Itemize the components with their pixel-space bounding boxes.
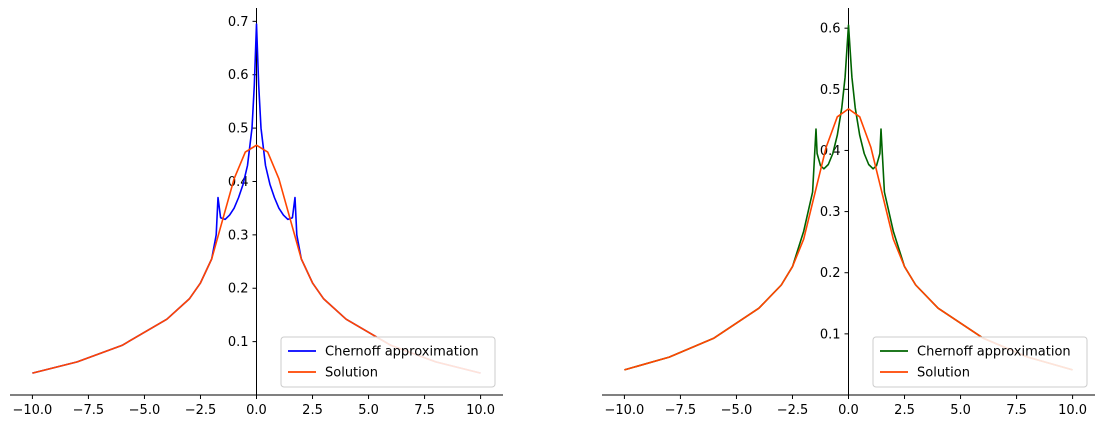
x-tick-label: 0.0: [246, 403, 267, 418]
x-tick-label: 5.0: [950, 403, 971, 418]
y-tick-label: 0.5: [820, 83, 841, 98]
x-tick-label: −5.0: [129, 403, 161, 418]
series-line-solution: [624, 108, 1073, 371]
series-line-solution: [32, 144, 481, 374]
legend: Chernoff approximation Solution: [872, 336, 1088, 388]
x-tick-label: −10.0: [604, 403, 644, 418]
x-tick-label: 7.5: [414, 403, 435, 418]
x-tick-label: −2.5: [185, 403, 217, 418]
left-subplot: −10.0 −7.5 −5.0 −2.5 0.0 2.5 5.0 7.5 10.0 0.1 0.2 0…: [10, 8, 503, 418]
y-tick-label: 0.6: [228, 68, 249, 83]
legend: Chernoff approximation Solution: [280, 336, 496, 388]
y-tick-label: 0.2: [228, 282, 249, 297]
legend-label: Chernoff approximation: [325, 345, 479, 360]
y-tick-label: 0.7: [228, 15, 249, 30]
legend-box: [280, 336, 496, 388]
x-tick-label: 7.5: [1006, 403, 1027, 418]
x-tick-label: 10.0: [1058, 403, 1087, 418]
y-tick-label: 0.1: [228, 335, 249, 350]
x-tick-label: 2.5: [894, 403, 915, 418]
series-line-chernoff: [624, 24, 1073, 371]
y-tick-label: 0.3: [820, 205, 841, 220]
legend-label: Chernoff approximation: [917, 345, 1071, 360]
x-tick-label: 0.0: [838, 403, 859, 418]
legend-label: Solution: [325, 366, 378, 381]
x-tick-label: −7.5: [665, 403, 697, 418]
y-tick-label: 0.1: [820, 327, 841, 342]
legend-label: Solution: [917, 366, 970, 381]
legend-box: [872, 336, 1088, 388]
x-tick-label: 5.0: [358, 403, 379, 418]
y-tick-label: 0.4: [820, 144, 841, 159]
x-tick-label: −7.5: [73, 403, 105, 418]
right-subplot: −10.0 −7.5 −5.0 −2.5 0.0 2.5 5.0 7.5 10.0 0.1 0.2 0…: [602, 8, 1095, 418]
x-tick-label: −5.0: [721, 403, 753, 418]
x-tick-label: −10.0: [12, 403, 52, 418]
x-tick-label: 10.0: [466, 403, 495, 418]
y-tick-label: 0.6: [820, 22, 841, 37]
x-tick-label: −2.5: [777, 403, 809, 418]
x-tick-label: 2.5: [302, 403, 323, 418]
y-tick-label: 0.2: [820, 266, 841, 281]
y-tick-label: 0.5: [228, 122, 249, 137]
y-tick-label: 0.3: [228, 228, 249, 243]
y-tick-label: 0.4: [228, 175, 249, 190]
